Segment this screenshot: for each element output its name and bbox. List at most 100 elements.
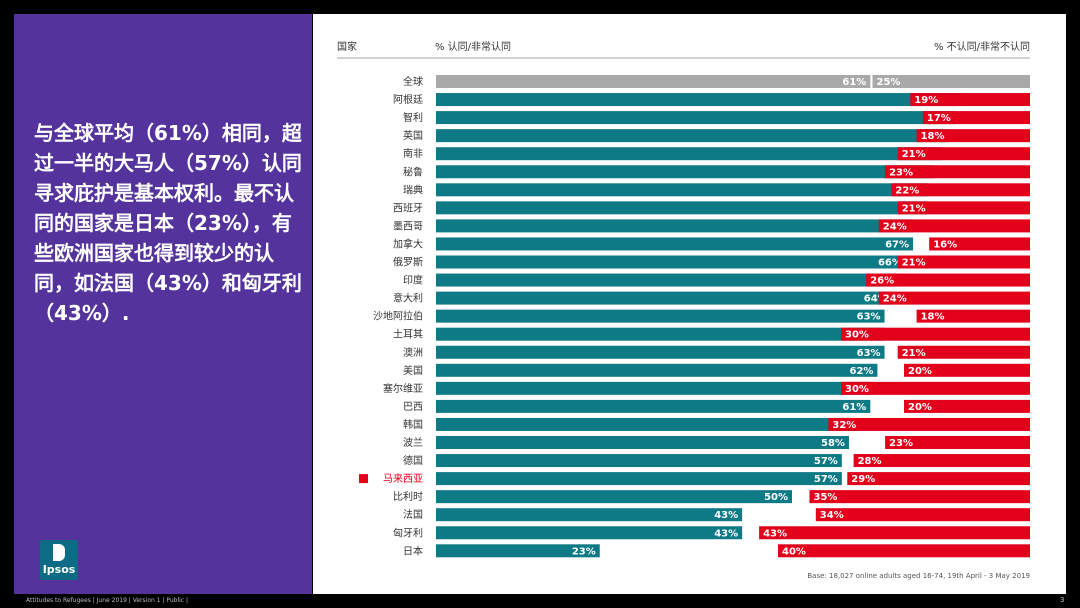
agree-bar bbox=[436, 345, 885, 359]
agree-value-label: 43% bbox=[714, 528, 738, 539]
agree-bar bbox=[436, 75, 871, 88]
country-label: 巴西 bbox=[403, 401, 423, 413]
disagree-value-label: 21% bbox=[902, 149, 926, 160]
highlight-marker bbox=[359, 474, 368, 484]
header-country: 国家 bbox=[337, 40, 357, 53]
agree-bar bbox=[436, 165, 935, 179]
agree-bar bbox=[436, 309, 885, 323]
disagree-bar bbox=[891, 183, 1030, 197]
disagree-bar bbox=[885, 436, 1030, 449]
disagree-value-label: 26% bbox=[870, 276, 894, 287]
agree-bar bbox=[436, 472, 842, 486]
disagree-value-label: 20% bbox=[908, 366, 932, 377]
country-label: 加拿大 bbox=[393, 237, 423, 250]
disagree-bar bbox=[922, 111, 1030, 125]
disagree-bar bbox=[815, 508, 1030, 522]
agree-bar bbox=[436, 111, 956, 125]
agree-bar bbox=[436, 147, 942, 161]
country-label: 智利 bbox=[403, 111, 423, 124]
ipsos-logo: Ipsos bbox=[40, 540, 78, 580]
country-label: 德国 bbox=[403, 454, 423, 467]
agree-bar bbox=[436, 490, 792, 504]
disagree-bar bbox=[916, 129, 1030, 143]
agree-value-label: 64% bbox=[864, 294, 888, 305]
disagree-bar bbox=[841, 381, 1030, 395]
agree-value-label: 61% bbox=[842, 402, 866, 413]
disagree-value-label: 20% bbox=[908, 402, 932, 413]
disagree-bar bbox=[916, 309, 1030, 323]
disagree-value-label: 28% bbox=[858, 456, 882, 467]
disagree-bar bbox=[885, 165, 1030, 179]
agree-bar bbox=[436, 291, 892, 305]
disagree-value-label: 40% bbox=[782, 546, 806, 557]
agree-bar bbox=[436, 273, 899, 287]
disagree-bar bbox=[841, 327, 1030, 341]
disagree-value-label: 32% bbox=[832, 420, 856, 431]
agree-value-label: 57% bbox=[814, 474, 838, 485]
agree-value-label: 62% bbox=[850, 366, 874, 377]
disagree-value-label: 18% bbox=[921, 312, 945, 323]
disagree-bar bbox=[759, 526, 1030, 540]
agree-value-label: 57% bbox=[814, 456, 838, 467]
agree-value-label: 23% bbox=[572, 546, 596, 557]
country-label: 日本 bbox=[403, 544, 423, 557]
page-number: 3 bbox=[1060, 596, 1065, 604]
country-label: 波兰 bbox=[403, 436, 423, 449]
disagree-value-label: 16% bbox=[933, 239, 957, 250]
disagree-value-label: 21% bbox=[902, 348, 926, 359]
disagree-bar bbox=[897, 201, 1030, 215]
agree-bar bbox=[436, 363, 878, 377]
disagree-bar bbox=[828, 417, 1030, 431]
chart-panel: 国家% 认同/非常认同% 不认同/非常不认同全球61%25%阿根廷74%19%智… bbox=[313, 14, 1066, 594]
disagree-bar bbox=[866, 273, 1030, 287]
footer-text: Attitudes to Refugees | June 2019 | Vers… bbox=[26, 597, 189, 604]
disagree-value-label: 34% bbox=[820, 510, 844, 521]
country-label: 马来西亚 bbox=[383, 473, 423, 485]
country-label: 美国 bbox=[403, 364, 423, 377]
disagree-value-label: 29% bbox=[851, 474, 875, 485]
left-panel: 与全球平均（61%）相同，超过一半的大马人（57%）认同寻求庇护是基本权利。最不… bbox=[14, 14, 312, 594]
agree-value-label: 50% bbox=[764, 492, 788, 503]
country-label: 西班牙 bbox=[393, 202, 423, 214]
agree-bar bbox=[436, 417, 857, 431]
agree-bar bbox=[436, 508, 743, 522]
country-label: 印度 bbox=[403, 274, 423, 287]
country-label: 韩国 bbox=[403, 418, 423, 431]
country-label: 匈牙利 bbox=[393, 526, 423, 539]
header-agree: % 认同/非常认同 bbox=[435, 40, 511, 53]
agree-bar bbox=[436, 237, 914, 251]
disagree-value-label: 17% bbox=[927, 113, 951, 124]
country-label: 俄罗斯 bbox=[393, 256, 423, 269]
disagree-value-label: 19% bbox=[914, 95, 938, 106]
disagree-value-label: 23% bbox=[889, 167, 913, 178]
disagree-bar bbox=[904, 363, 1030, 377]
country-label: 法国 bbox=[403, 508, 423, 521]
country-label: 英国 bbox=[403, 129, 423, 142]
disagree-value-label: 22% bbox=[895, 185, 919, 196]
disagree-bar bbox=[778, 544, 1030, 558]
agree-value-label: 61% bbox=[842, 77, 866, 88]
disagree-bar bbox=[897, 255, 1030, 269]
bar-chart: 国家% 认同/非常认同% 不认同/非常不认同全球61%25%阿根廷74%19%智… bbox=[337, 40, 1030, 580]
country-label: 瑞典 bbox=[403, 183, 423, 196]
disagree-value-label: 24% bbox=[883, 221, 907, 232]
disagree-value-label: 43% bbox=[763, 528, 787, 539]
country-label: 比利时 bbox=[393, 491, 423, 503]
country-label: 塞尔维亚 bbox=[383, 382, 423, 395]
agree-value-label: 67% bbox=[885, 239, 909, 250]
agree-bar bbox=[436, 255, 906, 269]
country-label: 土耳其 bbox=[393, 328, 423, 341]
agree-bar bbox=[436, 399, 871, 413]
logo-mark-icon bbox=[53, 544, 65, 561]
agree-bar bbox=[436, 129, 949, 143]
disagree-value-label: 18% bbox=[921, 131, 945, 142]
agree-bar bbox=[436, 526, 743, 540]
country-label: 沙地阿拉伯 bbox=[373, 310, 423, 323]
country-label: 南非 bbox=[403, 147, 423, 160]
logo-text: Ipsos bbox=[42, 563, 76, 576]
disagree-bar bbox=[872, 75, 1030, 88]
agree-value-label: 63% bbox=[857, 348, 881, 359]
disagree-bar bbox=[847, 472, 1030, 486]
disagree-value-label: 21% bbox=[902, 203, 926, 214]
country-label: 阿根廷 bbox=[393, 93, 423, 106]
